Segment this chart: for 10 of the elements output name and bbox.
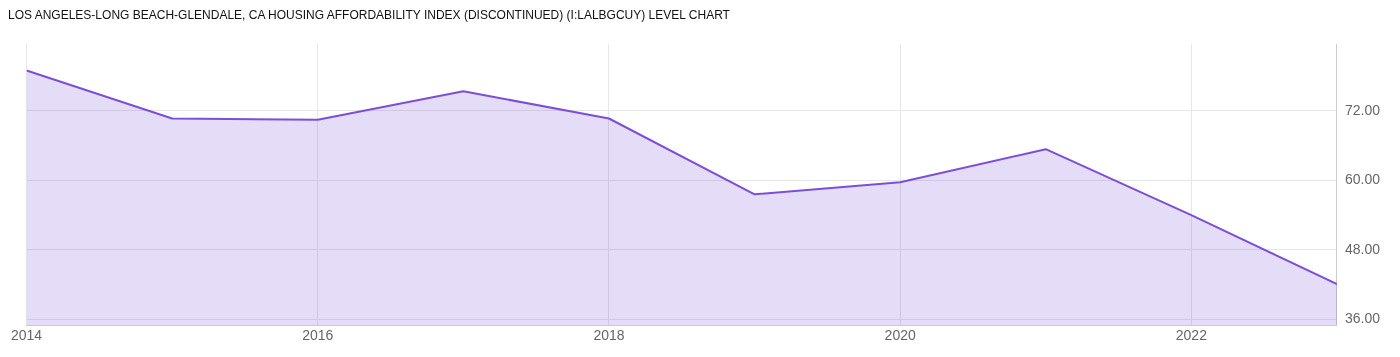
y-tick-label: 48.00: [1344, 240, 1381, 257]
x-tick-label: 2022: [1175, 327, 1208, 344]
x-tick-label: 2018: [593, 327, 625, 344]
y-tick-label: 72.00: [1344, 101, 1381, 118]
chart-title: LOS ANGELES-LONG BEACH-GLENDALE, CA HOUSING AFFORDABILITY INDEX (DISCONTINUED) (I:LALBGCUY) LEVEL CHART: [8, 8, 731, 22]
y-tick-label: 36.00: [1344, 310, 1381, 327]
x-tick-label: 2020: [884, 327, 916, 344]
y-tick-label: 60.00: [1344, 171, 1381, 188]
x-tick-label: 2014: [10, 327, 43, 344]
x-tick-label: 2016: [302, 327, 334, 344]
